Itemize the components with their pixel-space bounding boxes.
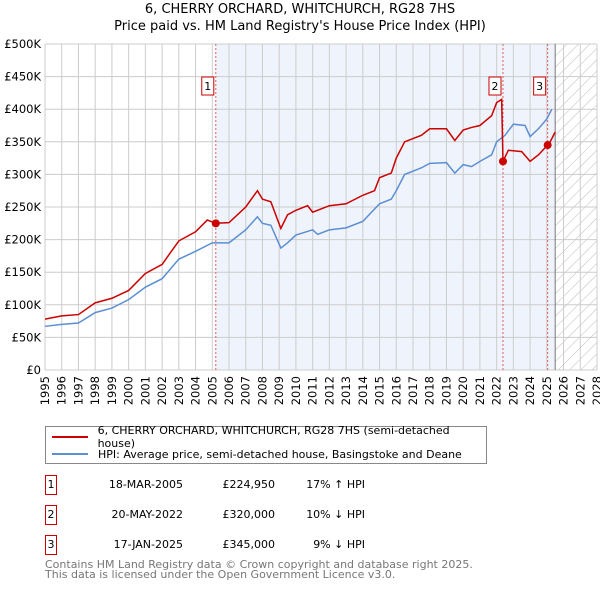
legend: 6, CHERRY ORCHARD, WHITCHURCH, RG28 7HS …: [45, 424, 487, 464]
sale-point: [543, 141, 552, 150]
x-tick-label: 1996: [55, 376, 69, 405]
sale-price: £320,000: [222, 508, 276, 521]
footer-copyright: Contains HM Land Registry data © Crown c…: [45, 558, 473, 571]
x-tick-label: 2015: [373, 376, 387, 405]
y-tick-label: £150K: [4, 265, 41, 279]
x-tick-label: 2021: [473, 376, 487, 405]
legend-swatch-red: [52, 436, 88, 438]
sale-date: 20-MAY-2022: [111, 508, 183, 521]
x-tick-label: 2028: [590, 376, 600, 405]
x-tick-label: 2001: [138, 376, 152, 405]
y-tick-label: £350K: [4, 135, 41, 149]
sale-marker-box: [201, 76, 215, 96]
x-tick-label: 2020: [456, 376, 470, 405]
y-tick-label: £450K: [4, 70, 41, 84]
x-tick-label: 1995: [38, 376, 52, 405]
x-tick-label: 2003: [172, 376, 186, 405]
sale-marker-box: [533, 76, 547, 96]
x-tick-label: 2009: [272, 376, 286, 405]
x-tick-label: 2010: [289, 376, 303, 405]
x-tick-label: 2014: [356, 376, 370, 405]
x-tick-label: 2006: [222, 376, 236, 405]
y-tick-label: £300K: [4, 167, 41, 181]
sale-marker-label: 3: [45, 535, 57, 555]
plot-area: 1995 1996 1997 1998 1999 2000 2001 2002 2003 2004…: [4, 37, 600, 405]
legend-label: 6, CHERRY ORCHARD, WHITCHURCH, RG28 7HS …: [97, 424, 450, 450]
x-tick-label: 2024: [523, 376, 537, 405]
y-tick-label: £500K: [4, 37, 41, 51]
y-tick-label: £400K: [4, 102, 41, 116]
y-tick-label: £100K: [4, 298, 41, 312]
footer-licence: This data is licensed under the Open Gov…: [45, 568, 396, 581]
x-tick-label: 2008: [255, 376, 269, 405]
x-tick-label: 2022: [490, 376, 504, 405]
x-tick-label: 2027: [573, 376, 587, 405]
x-tick-label: 2004: [189, 376, 203, 405]
hpi-line: [44, 108, 553, 328]
sale-marker-label: 1: [45, 475, 57, 495]
x-tick-label: 2000: [122, 376, 136, 405]
sale-point: [498, 157, 507, 166]
x-tick-label: 2007: [239, 376, 253, 405]
x-tick-label: 2016: [389, 376, 403, 405]
y-tick-label: £250K: [4, 200, 41, 214]
sale-marker-label: 2: [45, 505, 57, 525]
x-tick-label: 1999: [105, 376, 119, 405]
legend-swatch-blue: [52, 453, 88, 455]
chart-subtitle: Price paid vs. HM Land Registry's House …: [114, 19, 486, 34]
x-tick-label: 1998: [88, 376, 102, 405]
x-tick-label: 2017: [406, 376, 420, 405]
legend-label: HPI: Average price, semi-detached house,…: [98, 447, 462, 461]
footer: Contains HM Land Registry data © Crown c…: [45, 558, 473, 581]
property-price-line: [44, 98, 556, 320]
x-tick-label: 2002: [155, 376, 169, 405]
x-tick-label: 2019: [439, 376, 453, 405]
sale-marker-box: [488, 76, 502, 96]
sale-marker-label: 3: [536, 80, 543, 93]
x-tick-label: 2025: [540, 376, 554, 405]
y-tick-label: £0: [26, 363, 41, 377]
sale-hpi: 9% ↓ HPI: [313, 538, 365, 551]
sale-date: 18-MAR-2005: [108, 478, 183, 491]
x-tick-label: 2018: [423, 376, 437, 405]
x-tick-label: 2026: [557, 376, 571, 405]
sale-hpi: 10% ↓ HPI: [306, 508, 365, 521]
legend-item-hpi: HPI: Average price, semi-detached house,…: [52, 446, 462, 462]
sale-marker-label: 1: [204, 80, 211, 93]
sale-date: 17-JAN-2025: [113, 538, 183, 551]
chart-title: 6, CHERRY ORCHARD, WHITCHURCH, RG28 7HS: [144, 2, 456, 17]
legend-item-property: 6, CHERRY ORCHARD, WHITCHURCH, RG28 7HS …: [52, 424, 486, 450]
x-tick-label: 2005: [205, 376, 219, 405]
sale-price: £224,950: [222, 478, 276, 491]
x-tick-label: 2023: [506, 376, 520, 405]
sale-hpi: 17% ↑ HPI: [306, 478, 365, 491]
x-tick-label: 1997: [71, 376, 85, 405]
sale-marker-label: 2: [491, 80, 498, 93]
x-tick-label: 2013: [339, 376, 353, 405]
x-tick-label: 2011: [306, 376, 320, 405]
sale-price: £345,000: [222, 538, 276, 551]
sale-point: [211, 219, 220, 228]
x-tick-label: 2012: [322, 376, 336, 405]
y-tick-label: £200K: [4, 233, 41, 247]
y-tick-label: £50K: [12, 330, 42, 344]
